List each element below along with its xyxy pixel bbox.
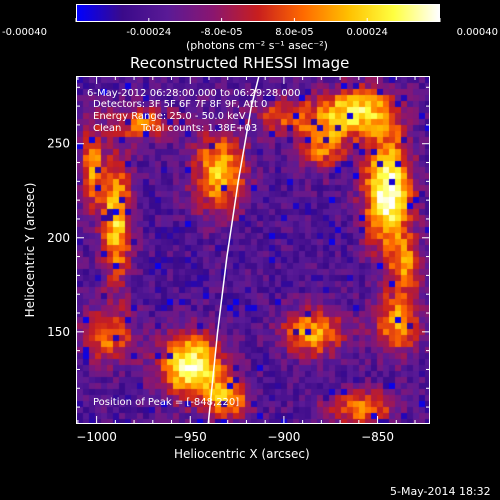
y-tick-label: 200: [47, 231, 70, 245]
y-tick-label: 250: [47, 137, 70, 151]
colorbar-tick-label: -8.0e-05: [201, 27, 243, 38]
colorbar-tick-label: 0.00024: [347, 27, 388, 38]
colorbar-tick-label: 0.00040: [457, 27, 498, 38]
energy-range-text: Energy Range: 25.0 - 50.0 keV: [93, 111, 246, 122]
colorbar-tick-label: 8.0e-05: [275, 27, 313, 38]
x-tick-label: −850: [361, 430, 394, 444]
y-axis-label: Heliocentric Y (arcsec): [23, 182, 37, 318]
solar-limb-line: [207, 77, 260, 423]
colorbar-tick-label: -0.00040: [2, 27, 47, 38]
colorbar: [76, 4, 440, 22]
x-tick-label: −1000: [76, 430, 117, 444]
footer-timestamp: 5-May-2014 18:32: [390, 485, 491, 498]
plot-area: 6-May-2012 06:28:00.000 to 06:29:28.000 …: [76, 76, 430, 424]
total-counts-text: Total counts: 1.38E+03: [141, 123, 258, 134]
x-tick-label: −900: [267, 430, 300, 444]
heatmap-image: [77, 77, 429, 423]
detectors-text: Detectors: 3F 5F 6F 7F 8F 9F, Att 0: [93, 99, 268, 110]
chart-title: Reconstructed RHESSI Image: [130, 54, 350, 72]
colorbar-unit-label: (photons cm⁻² s⁻¹ asec⁻²): [186, 39, 328, 52]
x-tick-label: −950: [174, 430, 207, 444]
x-axis-label: Heliocentric X (arcsec): [174, 447, 310, 461]
time-range-text: 6-May-2012 06:28:00.000 to 06:29:28.000: [87, 88, 301, 99]
y-tick-label: 150: [47, 325, 70, 339]
colorbar-tick-label: -0.00024: [126, 27, 171, 38]
algorithm-text: Clean: [93, 123, 122, 134]
peak-position-text: Position of Peak = [-848,220]: [93, 397, 240, 408]
colorbar-axis: -0.00040 -0.00024 -8.0e-05 8.0e-05 0.00024 0.…: [2, 18, 498, 38]
plot-overlay: [207, 77, 260, 423]
